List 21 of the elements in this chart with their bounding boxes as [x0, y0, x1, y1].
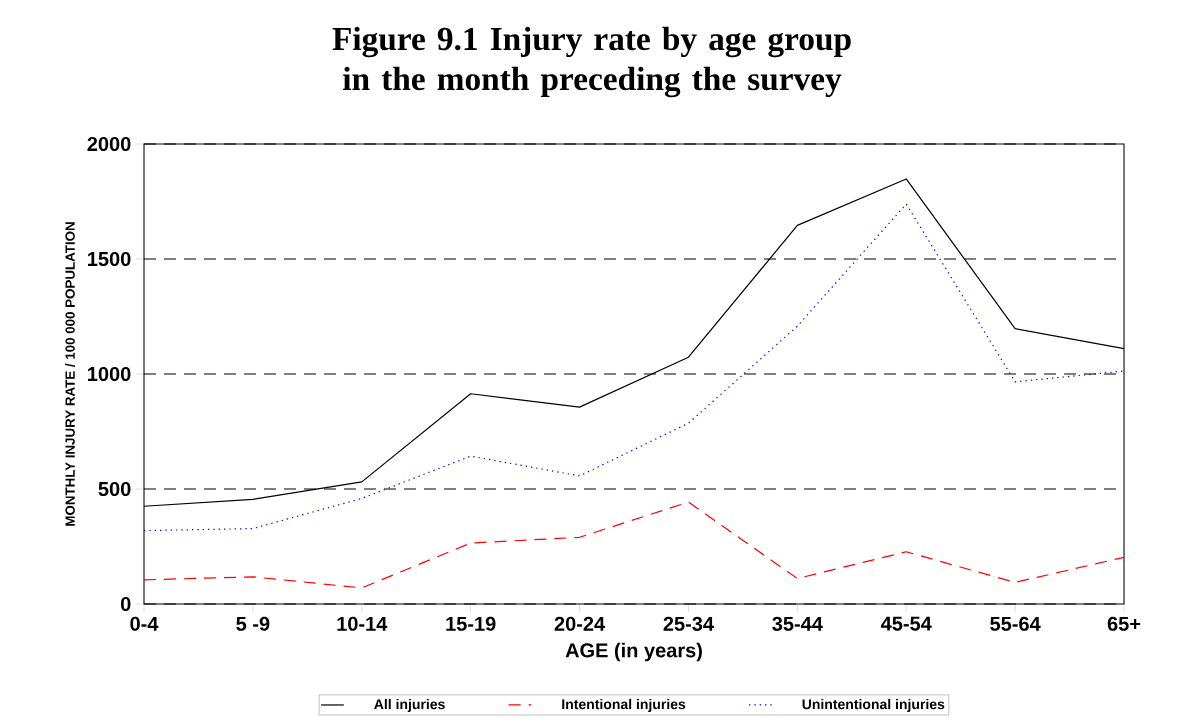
- y-tick-label: 2000: [87, 136, 131, 152]
- x-axis-title: AGE (in years): [565, 642, 702, 662]
- legend-label: Intentional injuries: [562, 698, 686, 712]
- x-tick-label: 5 -9: [236, 616, 270, 631]
- x-tick-label: 25-34: [663, 616, 714, 631]
- y-tick-label: 0: [120, 596, 131, 612]
- x-tick-label: 20-24: [554, 616, 606, 631]
- x-tick-label: 0-4: [130, 616, 159, 631]
- y-tick-label: 1500: [88, 251, 131, 267]
- x-tick-label: 35-44: [772, 616, 823, 631]
- legend-label: All injuries: [374, 698, 445, 712]
- legend-label: Unintentional injuries: [802, 698, 945, 712]
- x-tick-label: 15-19: [446, 616, 496, 631]
- y-tick-label: 1000: [88, 366, 131, 382]
- x-tick-label: 45-54: [880, 616, 932, 631]
- x-tick-label: 65+: [1107, 616, 1141, 631]
- x-tick-label: 10-14: [337, 616, 388, 631]
- y-tick-label: 500: [98, 481, 131, 497]
- y-axis-title: MONTHLY INJURY RATE / 100 000 POPULATION: [65, 222, 75, 526]
- chart-title: Figure 9.1 Injury rate by age group in the month preceding the survey: [332, 26, 851, 98]
- x-tick-label: 55-64: [990, 616, 1041, 631]
